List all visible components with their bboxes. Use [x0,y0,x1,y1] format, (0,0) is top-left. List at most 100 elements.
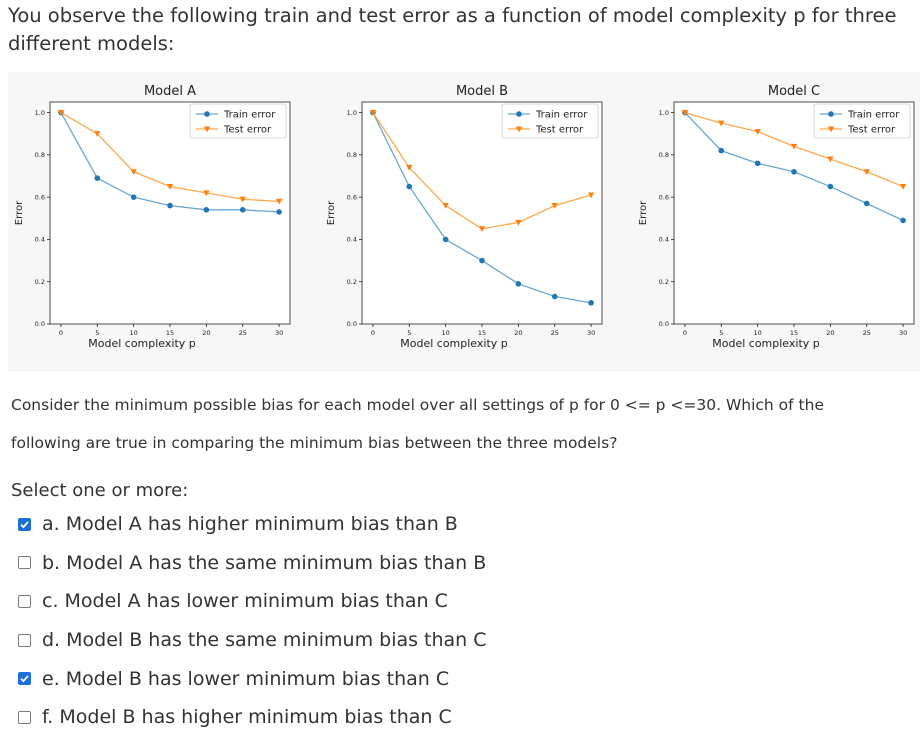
x-tick-label: 25 [551,329,559,337]
option-d[interactable]: d. Model B has the same minimum bias tha… [18,621,487,660]
train-point [791,168,797,175]
option-e-label: e. Model B has lower minimum bias than C [42,667,450,690]
x-tick-label: 10 [753,329,761,337]
checkbox-c[interactable] [18,594,31,608]
test-point [130,169,137,175]
charts-panel: Model A 0 5 10 15 20 25 30 0.0 0.2 0.4 0.6 0.8 1.0 Mod… [8,72,920,372]
test-point [899,184,907,190]
y-tick-label: 1.0 [347,109,357,117]
train-point [442,236,449,243]
x-tick-label: 20 [826,329,834,337]
legend-train-marker [516,111,522,117]
consider-text: Consider the minimum possible bias for e… [11,396,824,452]
checkbox-a[interactable] [18,517,31,531]
legend-label: Train error [223,110,276,121]
chart-title: Model B [456,84,508,99]
option-f[interactable]: f. Model B has higher minimum bias than … [18,698,487,737]
y-tick-label: 0.8 [659,151,669,159]
train-point [479,257,485,264]
y-tick-label: 0.4 [347,236,357,244]
train-point [515,281,522,287]
x-axis-label: Model complexity p [712,337,820,350]
test-point [239,196,246,203]
train-point [718,147,725,154]
y-tick-label: 0.6 [659,193,669,201]
checkbox-e[interactable] [18,672,31,686]
x-tick-label: 25 [863,329,871,337]
y-tick-label: 0.6 [35,193,45,201]
test-point [442,203,449,209]
x-tick-label: 20 [202,329,210,337]
train-point [239,207,246,213]
legend-test-marker [203,126,211,133]
legend-train-marker [828,111,834,117]
option-c[interactable]: c. Model A has lower minimum bias than C [18,582,487,621]
y-axis-label: Error [326,200,337,225]
train-point [276,209,282,215]
legend-label: Test error [847,125,896,136]
x-tick-label: 0 [371,329,375,337]
y-tick-label: 0.4 [35,236,45,244]
y-tick-label: 0.0 [347,320,357,328]
y-tick-label: 0.2 [347,278,357,286]
test-point [94,131,101,137]
plot-area [361,101,603,325]
x-tick-label: 15 [478,329,486,337]
x-tick-label: 5 [407,329,411,337]
option-e[interactable]: e. Model B has lower minimum bias than C [18,659,487,698]
train-point [406,183,413,190]
x-tick-label: 30 [587,329,595,337]
test-point [406,164,413,171]
train-point [900,217,906,224]
y-tick-label: 1.0 [35,109,45,117]
chart-model-c: Model C 0 5 10 15 20 25 30 0.0 0.2 0.4 0.6 0.8 1.0 Mod… [638,84,915,350]
y-tick-label: 0.8 [35,151,45,159]
legend-label: Train error [535,110,588,121]
x-tick-label: 25 [239,329,247,337]
test-point [478,226,486,233]
train-point [203,207,210,213]
test-point [718,120,725,127]
test-point [681,110,689,116]
train-point [167,202,173,209]
x-axis-label: Model complexity p [88,337,196,350]
chart-model-a: Model A 0 5 10 15 20 25 30 0.0 0.2 0.4 0.6 0.8 1.0 Mod… [14,84,291,350]
test-point [587,192,595,199]
legend-label: Test error [223,125,272,136]
question-title: You observe the following train and test… [8,4,897,55]
option-f-label: f. Model B has higher minimum bias than … [42,706,452,729]
chart-title: Model C [768,84,820,99]
y-tick-label: 0.0 [659,320,669,328]
x-tick-label: 20 [514,329,522,337]
y-tick-label: 0.4 [659,236,669,244]
y-tick-label: 0.2 [35,278,45,286]
checkbox-f[interactable] [18,710,31,724]
checkbox-d[interactable] [18,633,31,647]
x-tick-label: 0 [683,329,687,337]
y-tick-label: 0.2 [659,278,669,286]
y-axis-label: Error [638,200,649,225]
y-tick-label: 0.0 [35,320,45,328]
legend-label: Test error [535,125,584,136]
checkbox-b[interactable] [18,556,31,570]
test-point [57,110,65,116]
test-point [827,156,834,163]
option-d-label: d. Model B has the same minimum bias tha… [42,629,487,652]
legend-label: Train error [847,110,900,121]
select-label: Select one or more: [11,480,189,501]
x-tick-label: 15 [790,329,798,337]
option-a[interactable]: a. Model A has higher minimum bias than … [18,505,487,544]
option-a-label: a. Model A has higher minimum bias than … [42,513,458,536]
option-b-label: b. Model A has the same minimum bias tha… [42,551,487,574]
legend-test-marker [827,126,835,133]
train-point [94,175,101,181]
plot-area [673,101,915,325]
train-point [827,183,834,190]
x-tick-label: 30 [899,329,907,337]
legend-train-marker [204,111,210,117]
option-b[interactable]: b. Model A has the same minimum bias tha… [18,544,487,583]
train-point [588,300,594,306]
x-tick-label: 15 [166,329,174,337]
x-tick-label: 0 [59,329,63,337]
test-point [790,143,798,150]
